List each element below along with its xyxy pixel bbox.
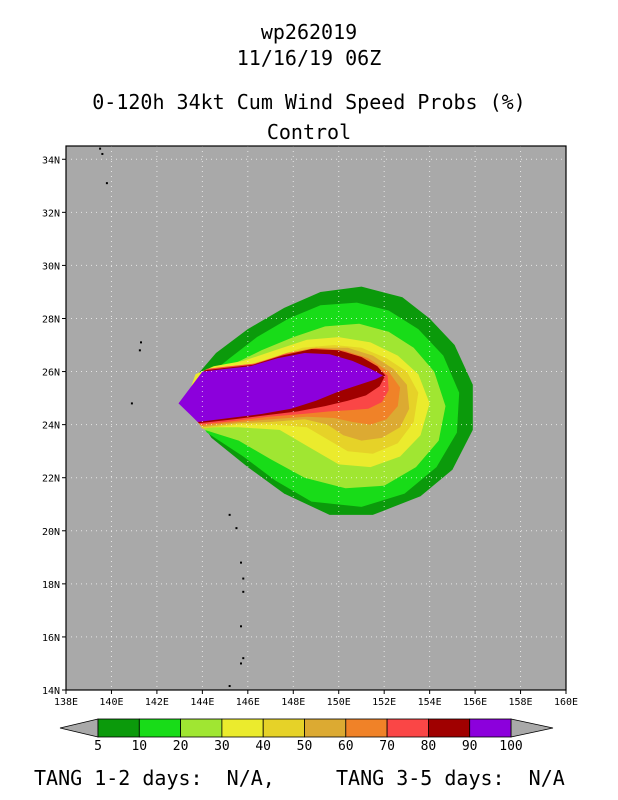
x-tick-label: 148E [281,697,305,708]
colorbar-label: 80 [421,739,437,754]
y-tick-label: 14N [42,686,60,697]
island-mark [130,402,133,405]
colorbar-swatch-50 [304,718,347,738]
x-tick-label: 154E [418,697,442,708]
colorbar-label: 20 [173,739,189,754]
colorbar-label: 60 [338,739,354,754]
x-tick-label: 150E [327,697,351,708]
y-tick-label: 26N [42,368,60,379]
colorbar-swatch-70 [386,718,429,738]
colorbar-swatch-10 [138,718,182,738]
colorbar-swatch-40 [262,718,305,738]
colorbar-label: 100 [499,739,522,754]
colorbar-label: 70 [379,739,395,754]
tang-1-2-days-text: TANG 1-2 days: N/A, [34,766,275,790]
colorbar-label: 90 [462,739,478,754]
x-tick-label: 144E [190,697,214,708]
x-tick-label: 152E [372,697,396,708]
island-mark [138,349,141,352]
y-tick-label: 20N [42,527,60,538]
island-mark [240,625,242,628]
colorbar-swatch-60 [345,718,388,738]
island-mark [235,527,238,530]
product-title: 0-120h 34kt Cum Wind Speed Probs (%) [92,90,526,114]
island-mark [240,662,242,665]
colorbar-label: 5 [94,739,102,754]
colorbar-label: 10 [131,739,147,754]
y-tick-label: 24N [42,421,60,432]
tang-3-5-days-text: TANG 3-5 days: N/A [336,766,565,790]
y-tick-label: 32N [42,208,60,219]
y-tick-label: 18N [42,580,60,591]
island-mark [242,590,245,593]
colorbar-swatch-90 [469,718,512,738]
island-mark [228,513,231,516]
colorbar-label: 30 [214,739,230,754]
colorbar-swatch-80 [427,718,471,738]
y-tick-label: 22N [42,474,60,485]
x-tick-label: 156E [463,697,487,708]
storm-id-title: wp262019 [260,20,358,44]
colorbar-swatch-5 [97,718,140,738]
colorbar-label: 40 [255,739,271,754]
x-tick-label: 142E [145,697,169,708]
island-mark [99,147,102,150]
x-tick-label: 160E [554,697,578,708]
colorbar-swatch-30 [221,718,264,738]
x-tick-label: 140E [99,697,123,708]
datetime-title: 11/16/19 06Z [236,46,382,70]
y-tick-label: 28N [42,314,60,325]
y-tick-label: 30N [42,261,60,272]
y-tick-label: 16N [42,633,60,644]
colorbar-over-arrow [510,718,554,738]
run-title: Control [266,120,352,144]
y-tick-label: 34N [42,155,60,166]
contour-90-percent [178,353,383,422]
x-tick-label: 138E [54,697,78,708]
island-mark [242,657,245,660]
x-tick-label: 146E [236,697,260,708]
island-mark [228,685,231,688]
colorbar-label: 50 [297,739,313,754]
island-mark [140,341,142,344]
island-mark [101,152,104,155]
map-frame [65,145,567,691]
island-mark [242,577,245,580]
colorbar-under-arrow [59,718,99,738]
island-mark [105,182,108,185]
island-mark [240,561,242,564]
x-tick-label: 158E [508,697,532,708]
colorbar-swatch-20 [180,718,223,738]
